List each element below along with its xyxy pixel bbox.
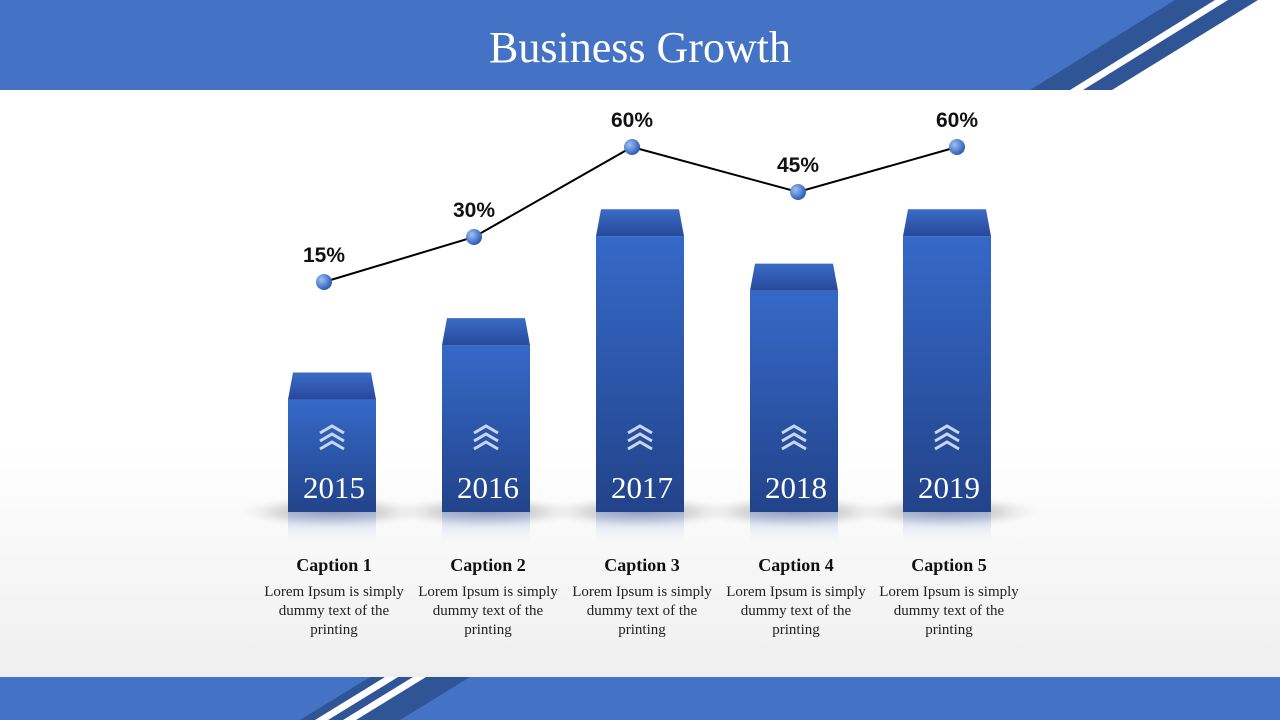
line-point-label: 15% [303, 244, 345, 267]
footer-stripes [300, 677, 470, 720]
chevron-up-icon [934, 424, 960, 451]
bar-reflection [903, 512, 991, 546]
bar-body [442, 345, 530, 512]
bar-body [288, 399, 376, 512]
caption-1: Caption 1 Lorem Ipsum is simply dummy tex… [259, 551, 409, 640]
bar-body [750, 290, 838, 512]
bar-year-label: 2017 [611, 470, 673, 505]
page-title: Business Growth [489, 23, 791, 72]
caption-4: Caption 4 Lorem Ipsum is simply dummy tex… [721, 551, 871, 640]
caption-3: Caption 3 Lorem Ipsum is simply dummy tex… [567, 551, 717, 640]
bar-cap [596, 209, 684, 237]
bar-body [596, 236, 684, 512]
chevron-up-icon [319, 424, 345, 451]
bar-body [903, 236, 991, 512]
bar-reflection [288, 512, 376, 546]
chevron-up-icon [781, 424, 807, 451]
line-point-label: 45% [777, 154, 819, 177]
bar-cap [288, 372, 376, 400]
caption-title: Caption 2 [450, 555, 526, 575]
bar-2019: 2019 [903, 209, 991, 546]
caption-title: Caption 1 [296, 555, 372, 575]
caption-text: Lorem Ipsum is simply dummy text of the … [264, 584, 404, 638]
bar-2017: 2017 [596, 209, 684, 546]
line-point [316, 274, 332, 290]
header-banner: Business Growth [0, 0, 1280, 90]
bar-cap [442, 318, 530, 346]
line-point-label: 60% [611, 109, 653, 132]
footer-banner [0, 677, 1280, 720]
bar-year-label: 2015 [303, 470, 365, 505]
bar-2015: 2015 [288, 372, 376, 546]
bar-2018: 2018 [750, 263, 838, 546]
header-stripes [1030, 0, 1280, 90]
line-point-label: 30% [453, 199, 495, 222]
line-point [466, 229, 482, 245]
caption-5: Caption 5 Lorem Ipsum is simply dummy tex… [874, 551, 1024, 640]
line-point [790, 184, 806, 200]
caption-text: Lorem Ipsum is simply dummy text of the … [418, 584, 558, 638]
caption-2: Caption 2 Lorem Ipsum is simply dummy tex… [413, 551, 563, 640]
bar-year-label: 2018 [765, 470, 827, 505]
bar-year-label: 2019 [918, 470, 980, 505]
bar-year-label: 2016 [457, 470, 519, 505]
chevron-up-icon [627, 424, 653, 451]
caption-title: Caption 3 [604, 555, 680, 575]
chevron-up-icon [473, 424, 499, 451]
bar-2016: 2016 [442, 318, 530, 546]
line-point-label: 60% [936, 109, 978, 132]
line-point [624, 139, 640, 155]
bar-reflection [750, 512, 838, 546]
caption-text: Lorem Ipsum is simply dummy text of the … [879, 584, 1019, 638]
caption-text: Lorem Ipsum is simply dummy text of the … [572, 584, 712, 638]
caption-title: Caption 4 [758, 555, 834, 575]
line-point [949, 139, 965, 155]
bar-reflection [596, 512, 684, 546]
bar-cap [750, 263, 838, 291]
bar-cap [903, 209, 991, 237]
caption-title: Caption 5 [911, 555, 987, 575]
bar-reflection [442, 512, 530, 546]
caption-text: Lorem Ipsum is simply dummy text of the … [726, 584, 866, 638]
